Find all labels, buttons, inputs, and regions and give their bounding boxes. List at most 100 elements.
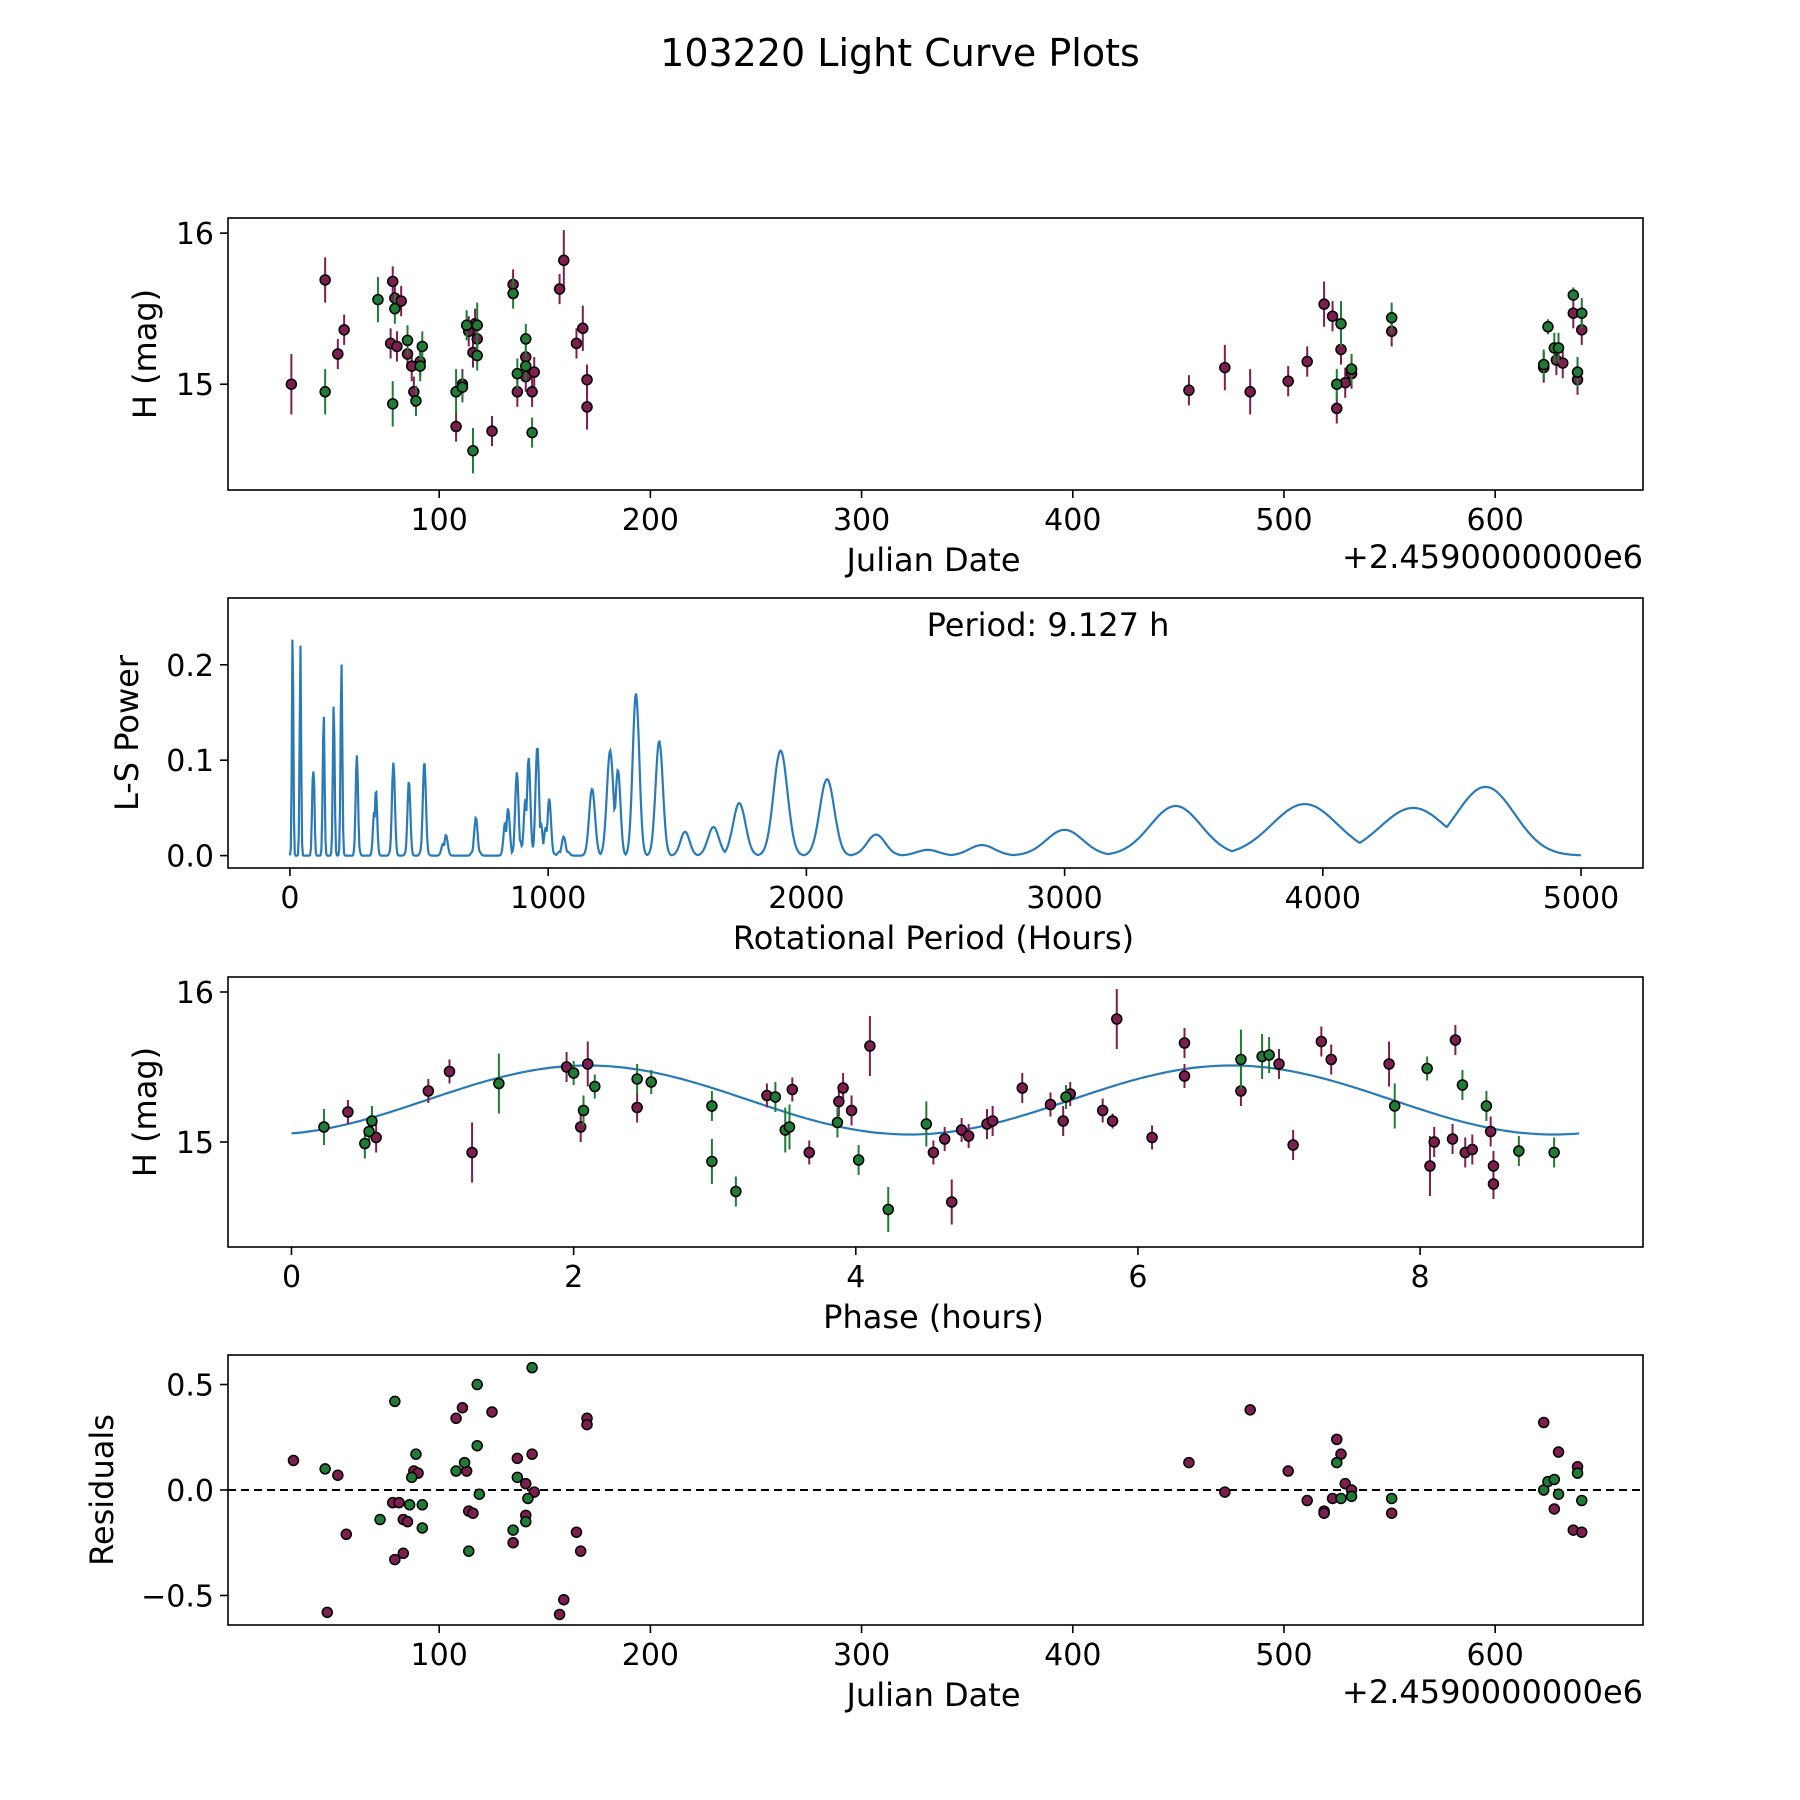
- data-point: [1345, 1490, 1358, 1503]
- y-axis-label: H (mag): [126, 289, 164, 419]
- data-point: [1542, 321, 1554, 333]
- period-annotation: Period: 9.127 h: [927, 606, 1170, 644]
- data-point: [1331, 378, 1343, 390]
- data-point: [1385, 1507, 1398, 1519]
- data-point: [570, 1526, 583, 1538]
- data-point: [1537, 358, 1550, 371]
- data-point: [574, 1545, 587, 1557]
- data-point: [706, 1100, 718, 1112]
- data-point: [938, 1133, 951, 1145]
- data-point: [507, 1524, 519, 1536]
- data-point: [285, 378, 298, 390]
- data-point: [1326, 310, 1339, 322]
- x-tick-label: 3000: [1026, 881, 1102, 916]
- data-point: [410, 395, 422, 407]
- data-point: [1096, 1104, 1109, 1117]
- data-point: [458, 1456, 471, 1469]
- x-axis-label: Julian Date: [844, 1676, 1020, 1714]
- data-point: [1576, 1494, 1588, 1507]
- x-axis-label: Phase (hours): [823, 1298, 1044, 1336]
- data-point: [1449, 1034, 1462, 1046]
- data-point: [526, 426, 538, 439]
- data-point: [645, 1076, 657, 1088]
- data-point: [1044, 1098, 1057, 1111]
- data-point: [706, 1155, 718, 1168]
- data-point: [831, 1116, 844, 1129]
- data-point: [962, 1130, 975, 1142]
- data-point: [526, 1448, 538, 1460]
- x-tick-label: 5000: [1543, 881, 1619, 916]
- data-point: [366, 1115, 378, 1127]
- data-point: [730, 1185, 742, 1198]
- data-point: [577, 1104, 590, 1117]
- data-point: [803, 1146, 815, 1159]
- data-point: [553, 1608, 566, 1621]
- data-point: [1552, 1488, 1565, 1500]
- y-tick-label: 0.0: [166, 1474, 214, 1509]
- data-point: [393, 1496, 405, 1509]
- data-point: [520, 333, 532, 345]
- data-point: [589, 1080, 601, 1093]
- data-point: [374, 1513, 386, 1526]
- x-tick-label: 500: [1255, 1638, 1312, 1673]
- data-point: [864, 1040, 876, 1052]
- y-tick-label: 0.0: [166, 840, 214, 875]
- data-point: [1548, 1473, 1561, 1486]
- data-point: [342, 1106, 354, 1118]
- data-point: [486, 425, 498, 437]
- data-point: [1537, 1416, 1550, 1429]
- data-point: [416, 1522, 429, 1534]
- data-point: [471, 319, 483, 332]
- data-point: [460, 319, 473, 332]
- x-tick-label: 300: [833, 503, 890, 538]
- data-point: [837, 1082, 849, 1094]
- data-point: [570, 337, 583, 350]
- data-point: [318, 1121, 330, 1133]
- data-point: [520, 1515, 532, 1528]
- x-tick-label: 4000: [1285, 881, 1361, 916]
- data-point: [416, 340, 429, 353]
- axes-frame: [227, 217, 1644, 491]
- data-point: [372, 293, 384, 306]
- data-point: [522, 1492, 534, 1505]
- data-point: [1383, 1058, 1395, 1070]
- data-point: [287, 1454, 300, 1467]
- data-point: [783, 1121, 796, 1133]
- data-point: [1318, 1507, 1330, 1519]
- x-tick-label: 6: [1128, 1260, 1147, 1295]
- data-point: [1178, 1070, 1191, 1082]
- data-point: [852, 1154, 865, 1166]
- y-tick-label: 16: [176, 976, 214, 1011]
- data-point: [1244, 1404, 1256, 1416]
- data-point: [422, 1085, 435, 1097]
- data-point: [391, 340, 403, 353]
- data-point: [558, 254, 570, 267]
- data-point: [1552, 1446, 1565, 1458]
- data-point: [321, 1606, 334, 1619]
- data-point: [319, 386, 331, 398]
- data-point: [1484, 1125, 1497, 1138]
- data-point: [1301, 355, 1313, 368]
- x-tick-label: 200: [622, 503, 679, 538]
- data-point: [769, 1091, 782, 1103]
- data-point: [511, 1452, 524, 1465]
- data-point: [1057, 1115, 1069, 1127]
- y-axis-label: H (mag): [126, 1047, 164, 1177]
- data-point: [471, 1378, 483, 1391]
- data-point: [927, 1146, 940, 1159]
- data-point: [1331, 1433, 1343, 1446]
- data-point: [401, 1515, 414, 1528]
- data-point: [363, 1125, 375, 1138]
- data-point: [359, 1137, 371, 1150]
- data-point: [1219, 1486, 1231, 1498]
- data-point: [511, 1471, 524, 1484]
- data-point: [1325, 1053, 1337, 1066]
- data-point: [1424, 1160, 1436, 1172]
- data-point: [1548, 1503, 1561, 1515]
- model-curve: [291, 1064, 1580, 1136]
- data-point: [631, 1101, 643, 1114]
- data-point: [986, 1115, 999, 1127]
- data-point: [882, 1203, 894, 1216]
- data-point: [332, 348, 344, 360]
- data-point: [1282, 375, 1294, 387]
